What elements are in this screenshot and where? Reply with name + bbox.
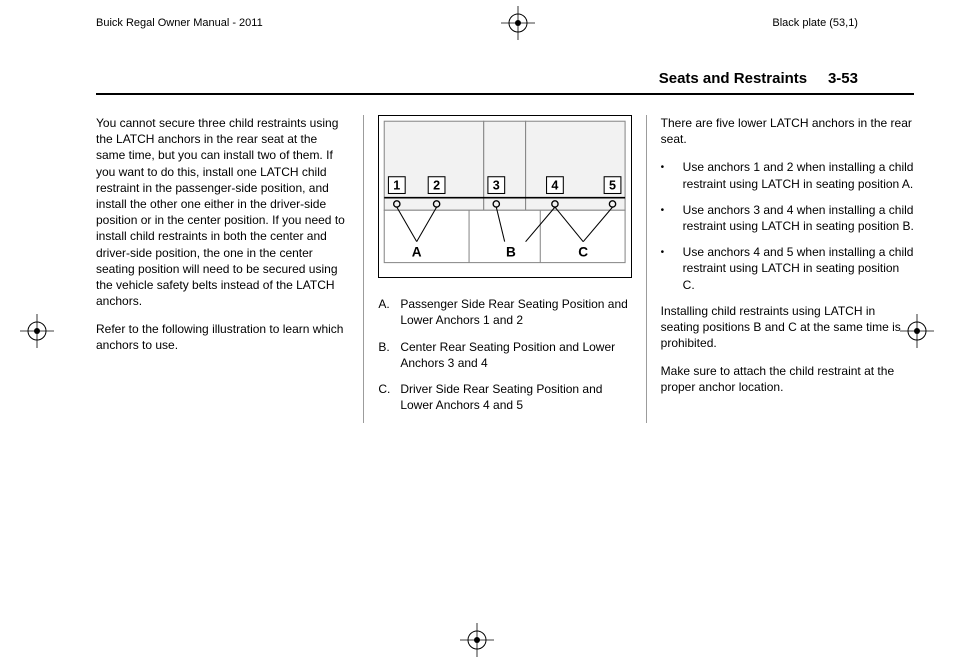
bullet-row: • Use anchors 1 and 2 when installing a … xyxy=(661,159,914,191)
manual-title: Buick Regal Owner Manual - 2011 xyxy=(96,17,263,29)
top-header: Buick Regal Owner Manual - 2011 Black pl… xyxy=(0,0,954,40)
legend-letter: B. xyxy=(378,339,400,371)
registration-mark-icon xyxy=(460,623,494,657)
anchor-diagram-svg: 1 2 3 4 5 xyxy=(379,116,630,273)
bullet-row: • Use anchors 3 and 4 when installing a … xyxy=(661,202,914,234)
svg-text:C: C xyxy=(579,244,589,259)
bullet-text: Use anchors 1 and 2 when installing a ch… xyxy=(683,159,914,191)
col1-para2: Refer to the following illustration to l… xyxy=(96,321,349,353)
legend-text: Center Rear Seating Position and Lower A… xyxy=(400,339,631,371)
legend-letter: A. xyxy=(378,296,400,328)
registration-mark-icon xyxy=(501,6,535,40)
registration-mark-icon xyxy=(20,314,54,348)
bullet-text: Use anchors 4 and 5 when installing a ch… xyxy=(683,244,914,293)
section-header: Seats and Restraints 3-53 xyxy=(0,40,954,93)
registration-mark-icon xyxy=(900,314,934,348)
plate-info: Black plate (53,1) xyxy=(772,17,858,29)
registration-cross-left xyxy=(20,314,54,353)
legend-letter: C. xyxy=(378,381,400,413)
svg-text:B: B xyxy=(506,244,516,259)
legend-row-b: B. Center Rear Seating Position and Lowe… xyxy=(378,339,631,371)
column-2: 1 2 3 4 5 xyxy=(364,115,646,423)
registration-cross-bottom xyxy=(460,623,494,662)
page-reference: 3-53 xyxy=(828,70,858,87)
registration-cross-top xyxy=(501,6,535,40)
bullet-row: • Use anchors 4 and 5 when installing a … xyxy=(661,244,914,293)
legend-text: Passenger Side Rear Seating Position and… xyxy=(400,296,631,328)
bullet-text: Use anchors 3 and 4 when installing a ch… xyxy=(683,202,914,234)
bullet-dot-icon: • xyxy=(661,204,683,236)
col3-intro: There are five lower LATCH anchors in th… xyxy=(661,115,914,147)
latch-anchor-diagram: 1 2 3 4 5 xyxy=(378,115,631,278)
col3-para2: Installing child restraints using LATCH … xyxy=(661,303,914,352)
content-columns: You cannot secure three child restraints… xyxy=(0,95,954,423)
col3-para3: Make sure to attach the child restraint … xyxy=(661,363,914,395)
svg-text:4: 4 xyxy=(552,178,559,192)
col1-para1: You cannot secure three child restraints… xyxy=(96,115,349,309)
section-title: Seats and Restraints xyxy=(659,70,807,87)
svg-text:3: 3 xyxy=(493,178,500,192)
svg-text:2: 2 xyxy=(433,178,440,192)
column-1: You cannot secure three child restraints… xyxy=(96,115,364,423)
svg-text:1: 1 xyxy=(394,178,401,192)
legend-row-a: A. Passenger Side Rear Seating Position … xyxy=(378,296,631,328)
bullet-dot-icon: • xyxy=(661,246,683,295)
legend-text: Driver Side Rear Seating Position and Lo… xyxy=(400,381,631,413)
svg-text:A: A xyxy=(412,244,422,259)
svg-text:5: 5 xyxy=(609,178,616,192)
registration-cross-right xyxy=(900,314,934,353)
legend-row-c: C. Driver Side Rear Seating Position and… xyxy=(378,381,631,413)
column-3: There are five lower LATCH anchors in th… xyxy=(647,115,914,423)
bullet-dot-icon: • xyxy=(661,161,683,193)
